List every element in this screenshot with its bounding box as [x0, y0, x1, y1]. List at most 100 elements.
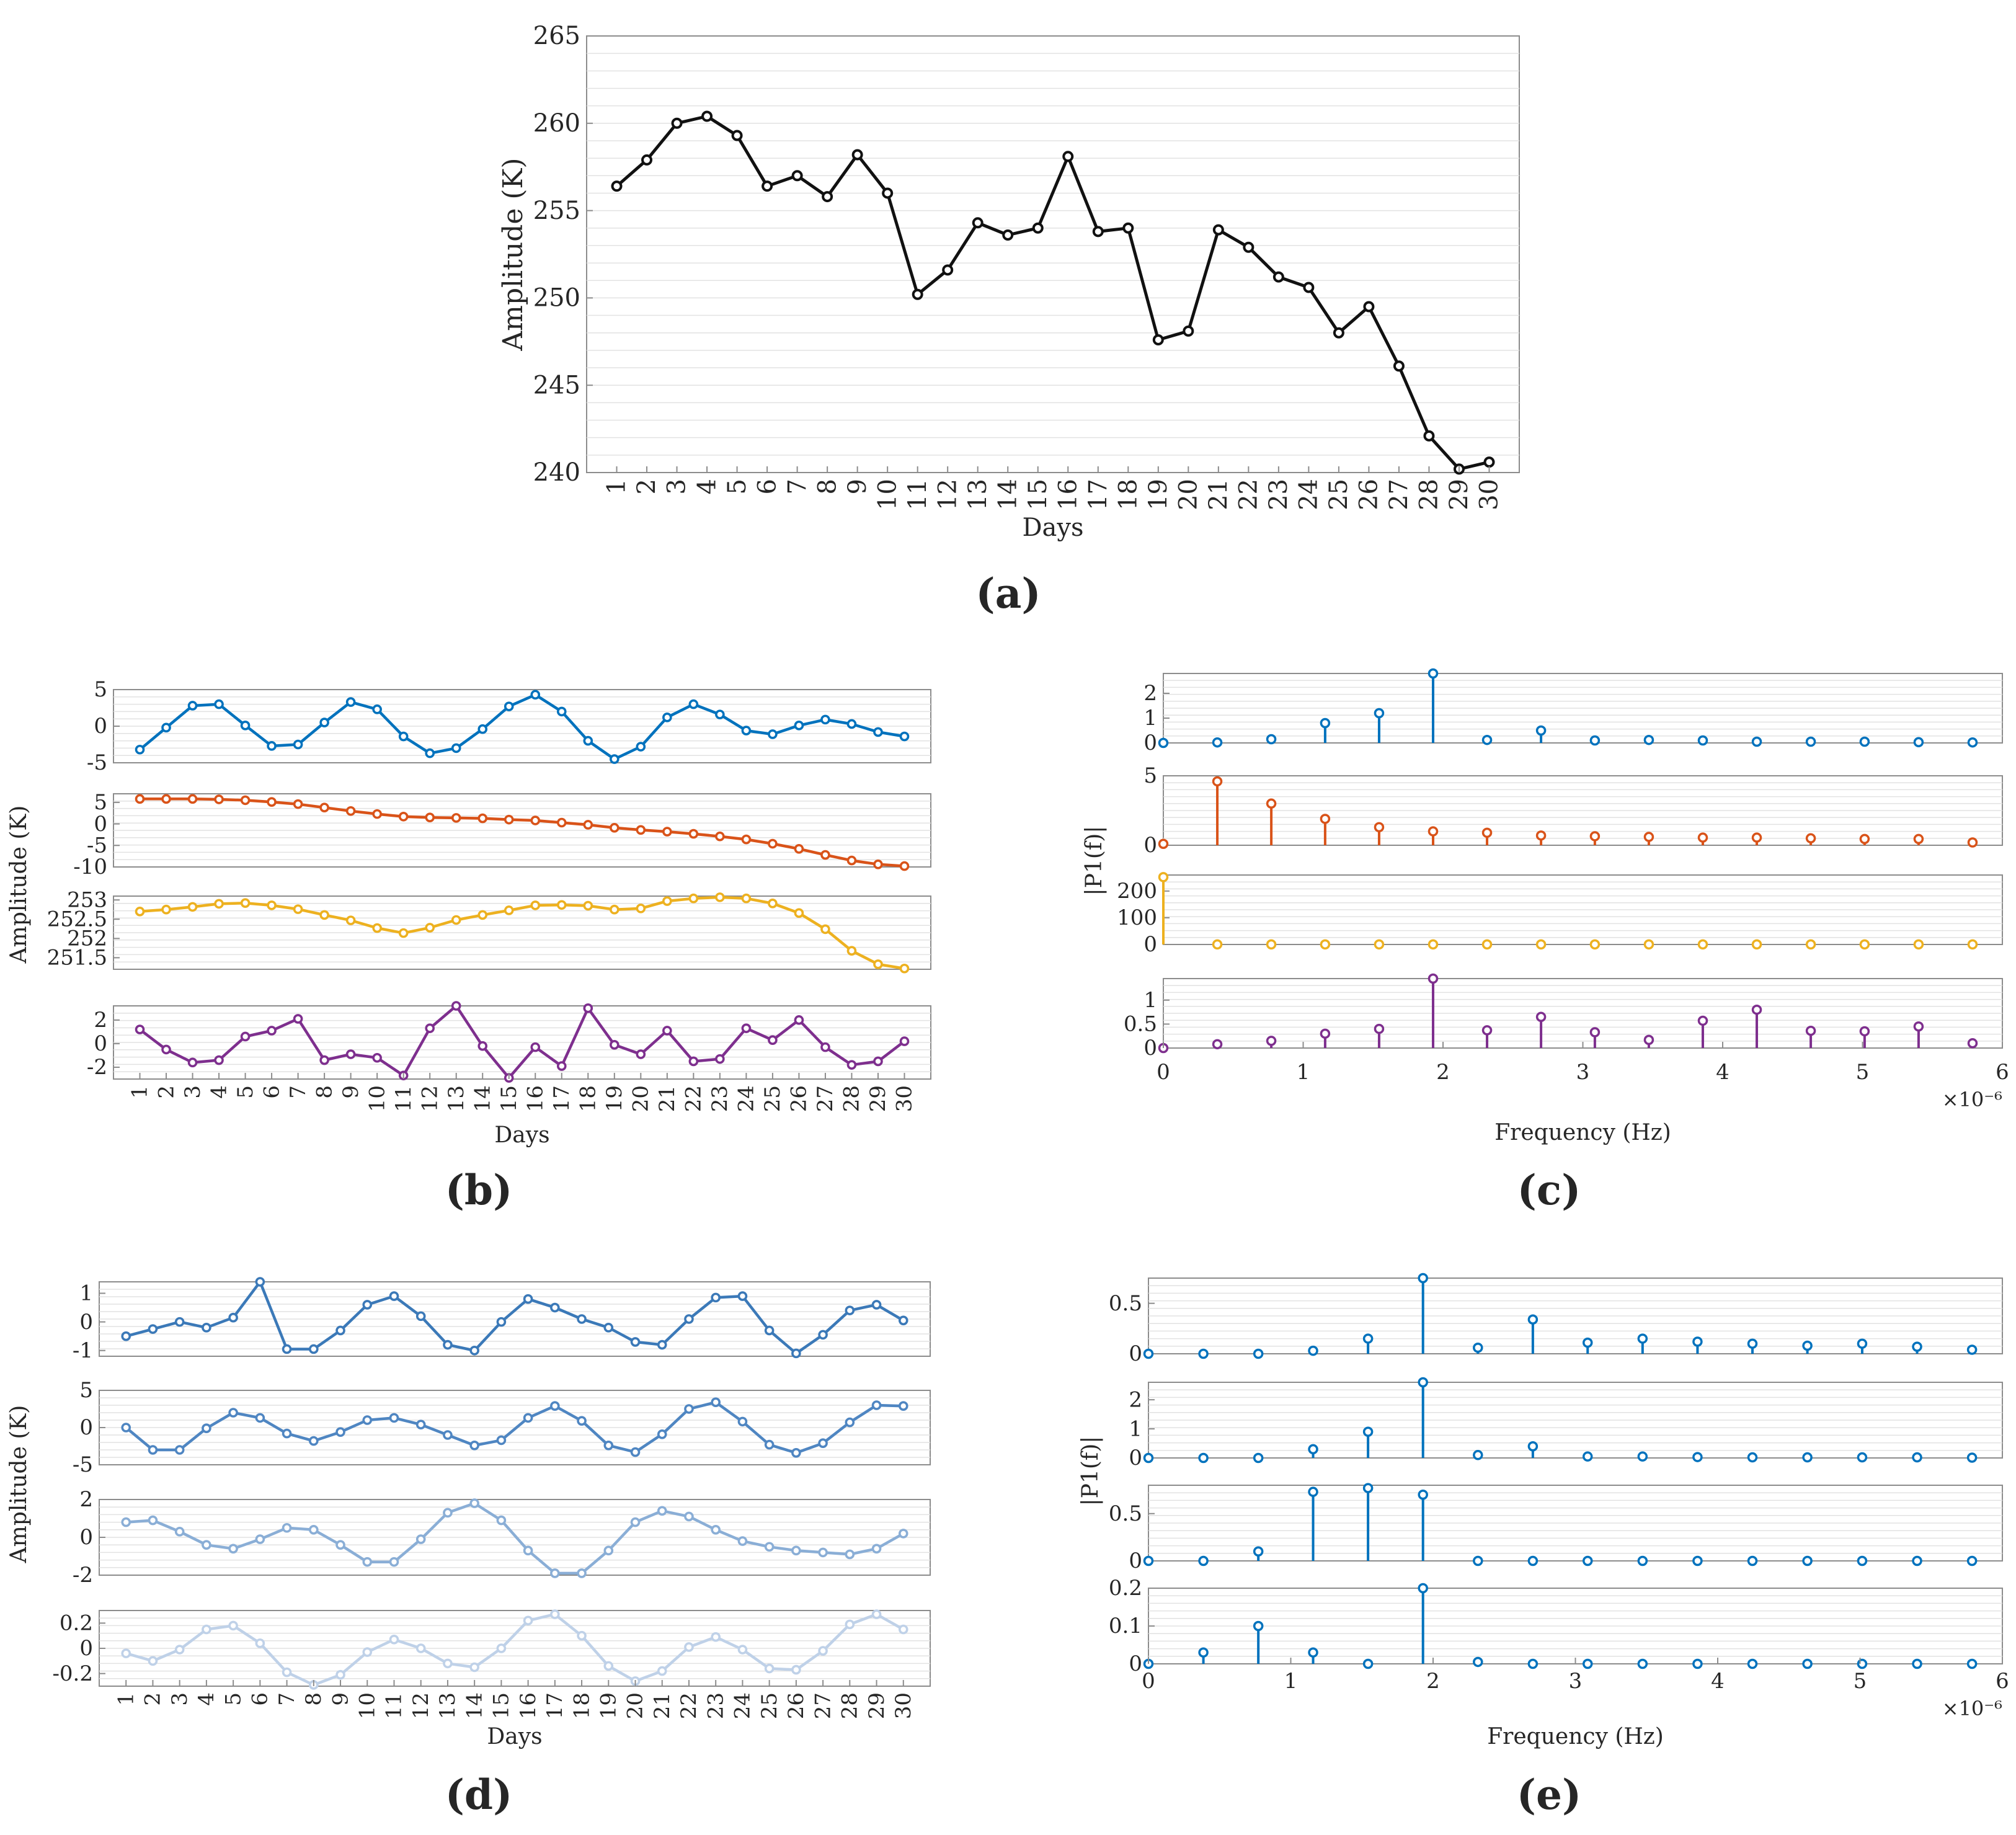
- y-tick-label: -2: [73, 1563, 93, 1588]
- data-point: [794, 1015, 804, 1025]
- data-point: [794, 908, 804, 918]
- stem-marker: [1253, 1348, 1264, 1359]
- stem-marker: [1418, 1273, 1428, 1284]
- x-tick-label: 12: [933, 479, 962, 510]
- y-tick-label: 1: [1143, 988, 1157, 1013]
- data-point: [583, 1003, 593, 1013]
- data-point: [603, 1323, 614, 1333]
- data-point: [372, 923, 382, 933]
- subplot-d-1: -1 0 1: [73, 1277, 931, 1363]
- y-tick-label: -10: [73, 855, 107, 879]
- data-point: [846, 946, 857, 956]
- data-point: [583, 820, 593, 830]
- data-point: [711, 1632, 721, 1642]
- x-tick-label: 15: [1024, 479, 1052, 510]
- y-tick-label: -0.2: [52, 1661, 93, 1686]
- stem-marker: [1308, 1647, 1318, 1658]
- data-point: [611, 180, 623, 192]
- series-group: [121, 1397, 908, 1458]
- x-tick-label: 2: [633, 479, 661, 494]
- x-tick-label: 0: [1142, 1669, 1155, 1694]
- stem-marker: [1802, 1658, 1813, 1669]
- x-tick-label: 25: [760, 1085, 785, 1112]
- stem-marker: [1966, 1658, 1978, 1669]
- y-tick-label: 0.5: [1124, 1012, 1157, 1037]
- data-point: [764, 1439, 775, 1450]
- data-point: [603, 1441, 614, 1451]
- y-tick-label: 0.2: [60, 1611, 93, 1636]
- data-point: [871, 1544, 882, 1554]
- stem-marker: [1805, 833, 1816, 844]
- stem-marker: [1374, 939, 1385, 950]
- data-point: [345, 915, 356, 925]
- x-tick-label: 27: [1385, 479, 1413, 510]
- stem-marker: [1637, 1555, 1648, 1566]
- data-point: [335, 1669, 345, 1680]
- data-point: [684, 1314, 694, 1324]
- x-tick-label: 27: [810, 1692, 835, 1719]
- x-tick-label: 26: [787, 1085, 812, 1112]
- data-point: [161, 1044, 171, 1055]
- stem-marker: [1428, 826, 1439, 837]
- data-point: [161, 794, 171, 804]
- data-point: [121, 1423, 131, 1433]
- data-point: [845, 1619, 855, 1630]
- data-point: [899, 963, 910, 974]
- x-tick-label: 7: [286, 1085, 311, 1099]
- y-axis-label: Amplitude (K): [497, 158, 529, 351]
- x-tick-label: 17: [1084, 479, 1112, 510]
- subplot-e-1: 00.5: [1109, 1273, 2003, 1366]
- data-point: [741, 726, 752, 735]
- data-point: [202, 1540, 211, 1550]
- stem-marker: [1805, 736, 1816, 747]
- data-point: [711, 1397, 721, 1407]
- data-point: [240, 898, 251, 908]
- y-tick-label: 0: [94, 1031, 107, 1056]
- data-point: [477, 813, 488, 824]
- data-point: [688, 699, 699, 709]
- data-point: [1032, 222, 1044, 234]
- stem-marker: [1198, 1452, 1209, 1464]
- x-exponent-label: ×10⁻⁶: [1942, 1697, 2002, 1720]
- data-point: [240, 721, 251, 731]
- data-point: [282, 1428, 292, 1439]
- data-point: [267, 1026, 277, 1036]
- data-point: [684, 1404, 694, 1414]
- x-tick-label: 10: [873, 479, 902, 510]
- stem-marker: [1967, 939, 1978, 950]
- data-point: [791, 1664, 801, 1675]
- data-point: [1243, 241, 1254, 253]
- subplot-e-4: 0 0.1 0.2: [1109, 1576, 2003, 1676]
- data-point: [372, 704, 382, 714]
- data-point: [362, 1415, 373, 1425]
- x-axis-label: Days: [1022, 513, 1083, 542]
- data-point: [871, 1609, 882, 1619]
- stem-marker: [1859, 939, 1870, 950]
- data-point: [187, 701, 198, 711]
- data-point: [523, 1413, 533, 1423]
- stem-marker: [1637, 1333, 1648, 1344]
- x-tick-label: 7: [783, 479, 812, 494]
- data-point: [309, 1436, 319, 1446]
- stem-marker: [1527, 1441, 1539, 1452]
- stem-marker: [1967, 837, 1978, 848]
- data-point: [451, 813, 461, 823]
- stem-marker: [1582, 1337, 1593, 1348]
- y-tick-label: 0.5: [1109, 1291, 1142, 1316]
- subplot-b-2: -10-505: [73, 790, 931, 879]
- y-tick-label: 1: [1129, 1416, 1142, 1441]
- y-tick-label: 245: [533, 371, 580, 399]
- stem-marker: [1320, 814, 1331, 824]
- x-tick-label: 4: [1716, 1060, 1730, 1085]
- stem-marker: [1362, 1333, 1374, 1344]
- y-tick-label: 0: [1129, 1341, 1142, 1366]
- stem-marker: [1266, 798, 1277, 809]
- series-group: [121, 1609, 908, 1690]
- stem-marker: [1143, 1348, 1154, 1359]
- data-point: [636, 825, 646, 835]
- data-point: [135, 744, 145, 755]
- data-point: [818, 1330, 828, 1340]
